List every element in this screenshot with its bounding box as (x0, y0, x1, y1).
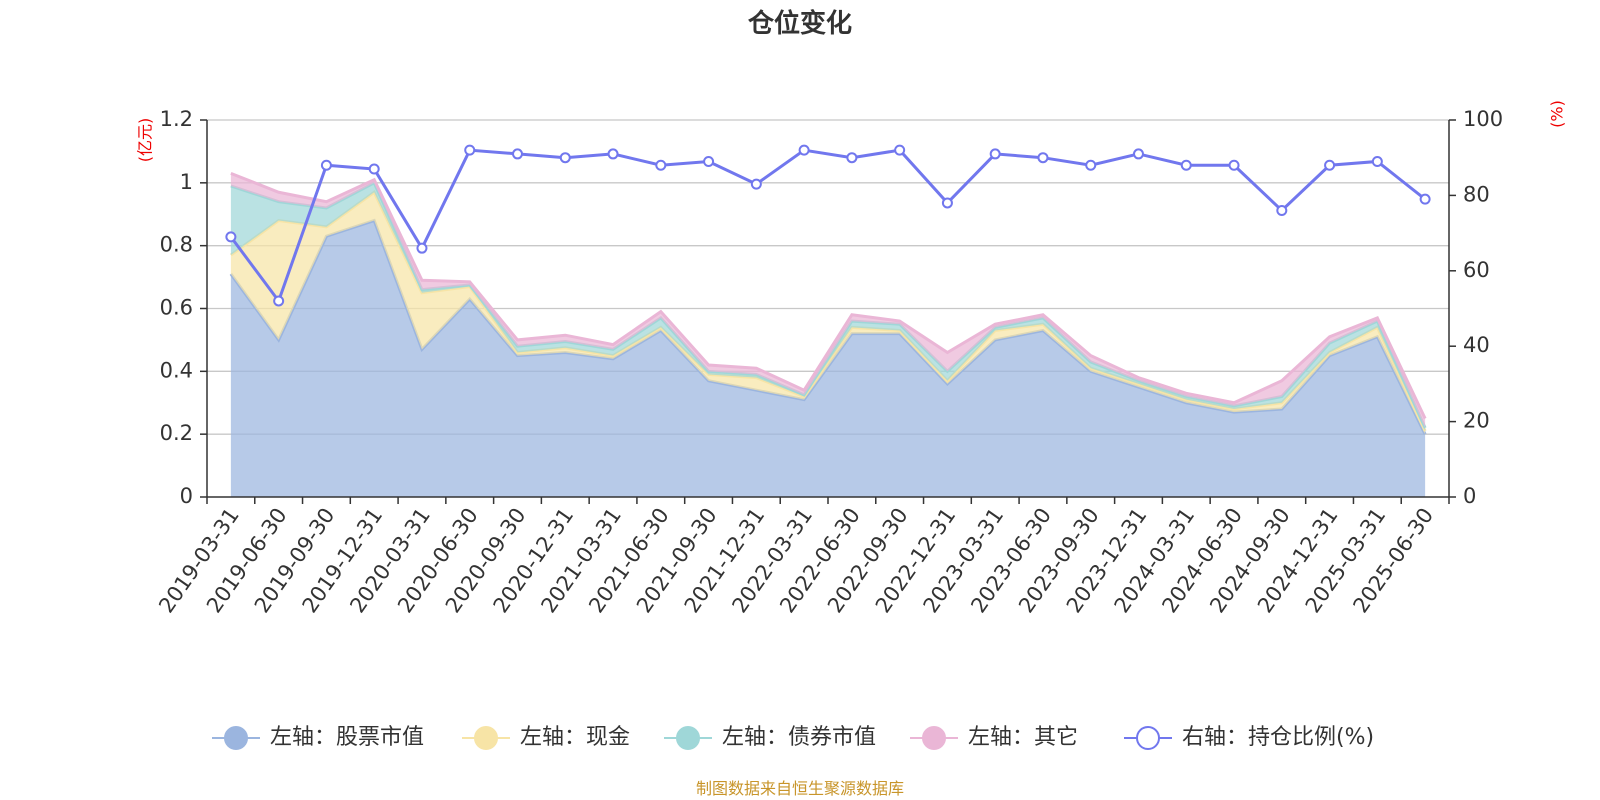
legend-swatch-marker (922, 726, 946, 750)
ratio-point (750, 178, 762, 190)
ratio-point (1371, 155, 1383, 167)
ratio-point (1133, 148, 1144, 160)
left-tick-label: 0 (180, 484, 193, 508)
ratio-point (368, 163, 380, 175)
ratio-point (703, 155, 715, 167)
left-axis-unit: (亿元) (136, 118, 155, 163)
area-2 (230, 192, 1426, 435)
chart-title: 仓位变化 (747, 8, 852, 39)
data-source-note: 制图数据来自恒生聚源数据库 (696, 779, 904, 798)
ratio-point (655, 159, 667, 171)
ratio-point (273, 295, 285, 307)
ratio-point (894, 144, 906, 156)
ratio-point (1037, 152, 1049, 164)
ratio-point (1324, 159, 1336, 171)
right-tick-label: 80 (1463, 182, 1490, 206)
ratio-point (607, 148, 619, 160)
stacked-areas (229, 172, 1427, 498)
area-1 (230, 220, 1426, 498)
legend-swatch-marker (1136, 726, 1160, 750)
legend-swatch-marker (676, 726, 700, 750)
legend: 左轴：股票市值 左轴：现金 左轴：债券市值 左轴：其它 右轴：持仓比例(%) (212, 725, 1374, 750)
ratio-point (559, 152, 571, 164)
ratio-point (416, 242, 428, 254)
left-tick-label: 0.8 (160, 233, 193, 257)
ratio-point (464, 144, 476, 156)
left-tick-label: 0.6 (160, 296, 193, 320)
area-edge-1 (229, 218, 1427, 435)
legend-swatch-marker (474, 726, 498, 750)
ratio-point (941, 197, 953, 209)
right-axis-unit: (%) (1548, 100, 1567, 128)
ratio-point (1180, 159, 1192, 171)
right-tick-label: 100 (1463, 107, 1503, 131)
ratio-point (225, 231, 237, 243)
area-edge-4 (230, 172, 1427, 420)
right-tick-label: 0 (1463, 484, 1476, 508)
legend-label: 左轴：现金 (520, 725, 630, 750)
ratio-point (512, 148, 523, 160)
ratio-line (225, 144, 1431, 307)
area-3 (230, 182, 1426, 432)
ratio-point (989, 148, 1001, 160)
left-tick-label: 1 (180, 170, 193, 194)
legend-label: 左轴：债券市值 (722, 725, 876, 750)
legend-label: 左轴：其它 (968, 725, 1078, 750)
ratio-point (798, 144, 810, 156)
ratio-point (846, 152, 858, 164)
ratio-point (1419, 193, 1431, 205)
right-tick-label: 60 (1463, 258, 1490, 282)
legend-label: 右轴：持仓比例(%) (1182, 725, 1374, 750)
ratio-line-path (229, 148, 1427, 305)
legend-swatch-marker (224, 726, 248, 750)
legend-label: 左轴：股票市值 (270, 725, 424, 750)
right-tick-label: 20 (1463, 409, 1490, 433)
ratio-point (1085, 159, 1097, 171)
ratio-point (320, 159, 332, 171)
left-tick-label: 1.2 (160, 107, 193, 131)
ratio-point (1276, 204, 1288, 216)
left-tick-label: 0.2 (160, 421, 193, 445)
right-tick-label: 40 (1463, 333, 1490, 357)
ratio-point (1228, 159, 1240, 171)
left-tick-label: 0.4 (160, 358, 193, 382)
